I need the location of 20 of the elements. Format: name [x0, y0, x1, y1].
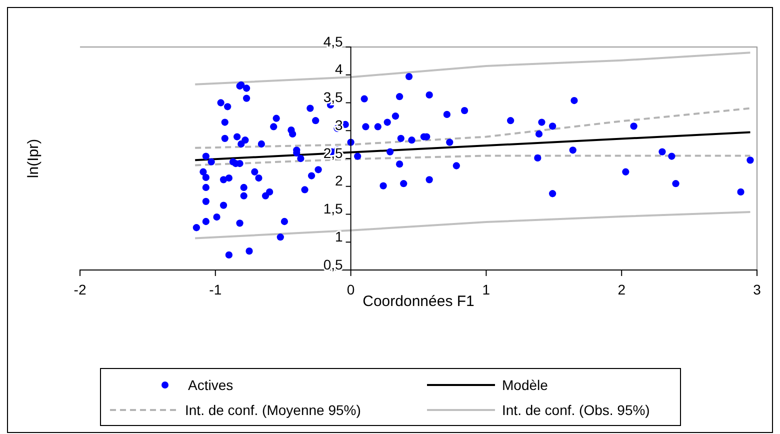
y-tick-label: 2 [335, 172, 344, 189]
y-tick-label: 3,5 [323, 89, 344, 106]
x-axis-title: Coordonnées F1 [362, 293, 474, 310]
y-tick-label: 0,5 [323, 256, 344, 272]
y-tick-label: 4 [335, 61, 344, 78]
legend-label: Int. de conf. (Obs. 95%) [502, 402, 650, 418]
legend-label: Int. de conf. (Moyenne 95%) [185, 402, 361, 418]
y-tick-label: 1 [335, 228, 344, 244]
y-tick-label: 1,5 [323, 200, 344, 217]
legend-label: Actives [188, 377, 234, 393]
x-tick-label: 0 [346, 281, 355, 298]
x-tick-label: 3 [753, 281, 762, 298]
x-tick-label: -1 [209, 281, 222, 298]
y-tick-label: 4,5 [323, 33, 344, 50]
x-tick-label: 2 [618, 281, 626, 298]
y-tick-label: 2,5 [323, 144, 344, 161]
y-axis-title: ln(Ipr) [25, 138, 42, 178]
legend-label: Modèle [502, 377, 548, 393]
x-tick-label: 1 [482, 281, 490, 298]
x-tick-label: -2 [74, 281, 86, 298]
